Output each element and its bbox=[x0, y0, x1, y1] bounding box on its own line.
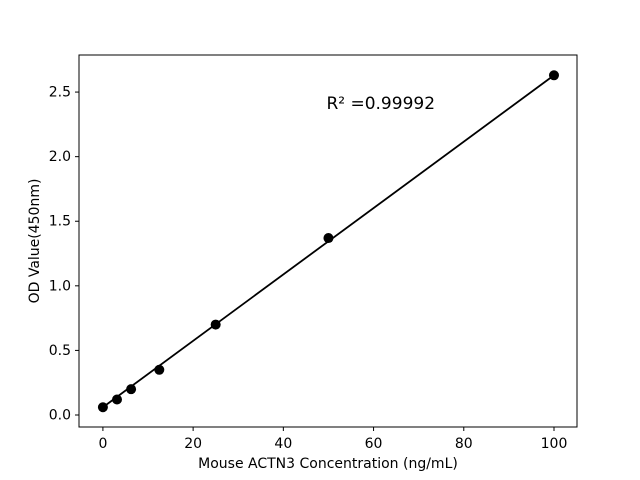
data-point bbox=[112, 394, 123, 405]
x-tick-label: 80 bbox=[455, 436, 473, 452]
y-axis-label: OD Value(450nm) bbox=[27, 179, 43, 304]
x-tick-label: 20 bbox=[184, 436, 202, 452]
x-tick-label: 0 bbox=[98, 436, 107, 452]
r-squared-annotation: R² =0.99992 bbox=[326, 94, 435, 114]
x-tick-label: 100 bbox=[541, 436, 568, 452]
data-point bbox=[323, 233, 334, 244]
data-layer bbox=[97, 70, 559, 413]
data-point bbox=[97, 402, 108, 413]
y-tick-label: 0.0 bbox=[49, 407, 71, 423]
y-tick-label: 2.5 bbox=[49, 85, 71, 101]
x-tick-label: 40 bbox=[274, 436, 292, 452]
axis-ticks: 0 20 40 60 80 100 0.0 0.5 1.0 1.5 2.0 2.5 bbox=[49, 85, 568, 452]
plot-border bbox=[78, 54, 578, 428]
data-point bbox=[154, 364, 165, 375]
x-axis-label: Mouse ACTN3 Concentration (ng/mL) bbox=[198, 456, 458, 472]
data-point bbox=[126, 384, 137, 395]
y-tick-label: 1.5 bbox=[49, 214, 71, 230]
data-point bbox=[210, 319, 221, 330]
y-tick-label: 0.5 bbox=[49, 343, 71, 359]
y-tick-label: 2.0 bbox=[49, 149, 71, 165]
y-tick-label: 1.0 bbox=[49, 278, 71, 294]
x-tick-label: 60 bbox=[365, 436, 383, 452]
data-point bbox=[548, 70, 559, 81]
